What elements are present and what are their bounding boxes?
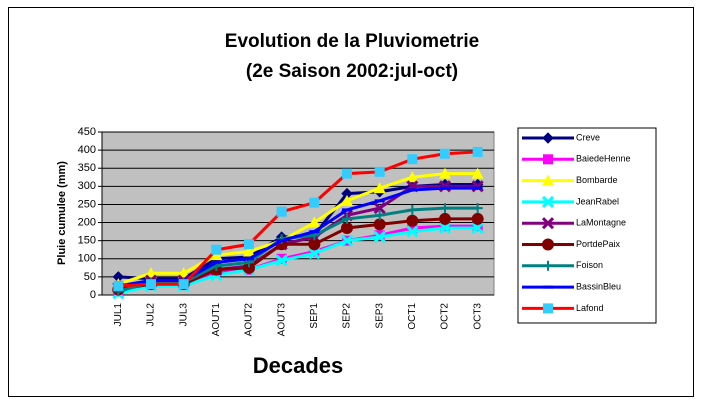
legend-label: Bombarde — [576, 175, 618, 185]
marker — [439, 212, 451, 225]
marker — [471, 212, 484, 225]
marker — [407, 222, 418, 233]
marker — [543, 154, 553, 165]
marker — [406, 225, 419, 238]
y-tick-label: 200 — [78, 216, 96, 228]
chart-title: Evolution de la Pluviometrie — [225, 31, 479, 52]
marker — [541, 217, 555, 230]
legend-label: Lafond — [576, 303, 604, 313]
marker — [373, 218, 386, 231]
x-tick-label: AOUT3 — [276, 303, 287, 337]
y-tick-label: 250 — [78, 198, 96, 210]
marker — [276, 206, 287, 217]
marker — [308, 238, 321, 251]
legend-label: Foison — [576, 260, 603, 270]
y-axis-title: Pluie cumulee (mm) — [56, 161, 68, 265]
marker — [340, 234, 354, 247]
x-tick-label: OCT1 — [407, 303, 418, 330]
marker — [406, 214, 419, 227]
marker — [472, 146, 483, 157]
marker — [406, 171, 419, 183]
y-tick-label: 400 — [78, 144, 96, 156]
marker — [373, 230, 386, 244]
marker — [471, 180, 484, 193]
plot-area — [101, 131, 495, 296]
legend-label: BassinBleu — [576, 281, 621, 291]
x-tick-label: OCT3 — [472, 303, 483, 330]
marker — [341, 194, 353, 206]
marker — [244, 239, 254, 250]
marker — [146, 279, 156, 290]
x-axis-title: Decades — [253, 353, 344, 378]
marker — [374, 210, 385, 221]
x-tick-label: SEP2 — [342, 303, 353, 329]
marker — [308, 216, 321, 228]
legend-label: BaiedeHenne — [576, 154, 631, 164]
marker — [308, 247, 321, 260]
marker — [309, 197, 320, 208]
marker — [113, 280, 124, 291]
marker — [211, 244, 222, 255]
marker — [243, 261, 255, 274]
marker — [439, 167, 451, 179]
marker — [407, 154, 418, 165]
series-line — [118, 186, 478, 288]
y-tick-label: 0 — [90, 289, 96, 301]
marker — [341, 221, 353, 234]
series-line — [118, 150, 478, 288]
marker — [471, 167, 484, 179]
series-line — [117, 172, 478, 286]
x-tick-label: JUL2 — [146, 303, 157, 327]
x-tick-label: JUL1 — [113, 303, 124, 327]
x-tick-label: SEP1 — [309, 303, 320, 329]
legend-label: PortdePaix — [576, 239, 621, 249]
x-tick-label: SEP3 — [374, 303, 385, 329]
marker — [373, 202, 386, 215]
legend-label: JeanRabel — [576, 196, 619, 206]
marker — [541, 195, 555, 208]
marker — [275, 254, 288, 267]
x-tick-label: AOUT2 — [244, 303, 255, 337]
legend-label: Creve — [576, 132, 600, 142]
marker — [542, 132, 554, 144]
x-tick-label: JUL3 — [178, 303, 189, 327]
marker — [440, 148, 450, 159]
legend-label: LaMontagne — [576, 218, 626, 228]
marker — [542, 174, 554, 186]
marker — [542, 238, 554, 251]
marker — [178, 279, 189, 290]
marker — [374, 166, 385, 177]
y-tick-label: 300 — [78, 180, 96, 192]
marker — [543, 260, 553, 271]
marker — [342, 168, 352, 179]
y-tick-label: 350 — [78, 162, 96, 174]
marker — [407, 204, 418, 215]
marker — [243, 245, 255, 257]
x-tick-label: OCT2 — [440, 303, 451, 330]
y-tick-label: 150 — [78, 235, 96, 247]
marker — [472, 203, 483, 214]
chart-subtitle: (2e Saison 2002:jul-oct) — [246, 61, 458, 82]
y-tick-label: 450 — [78, 126, 96, 138]
y-tick-label: 100 — [78, 253, 96, 265]
marker — [440, 203, 450, 214]
y-tick-label: 50 — [84, 271, 96, 283]
marker — [373, 182, 386, 194]
marker — [438, 221, 452, 235]
marker — [342, 213, 352, 224]
marker — [543, 303, 553, 314]
x-tick-label: AOUT1 — [211, 303, 222, 337]
marker — [471, 221, 484, 235]
